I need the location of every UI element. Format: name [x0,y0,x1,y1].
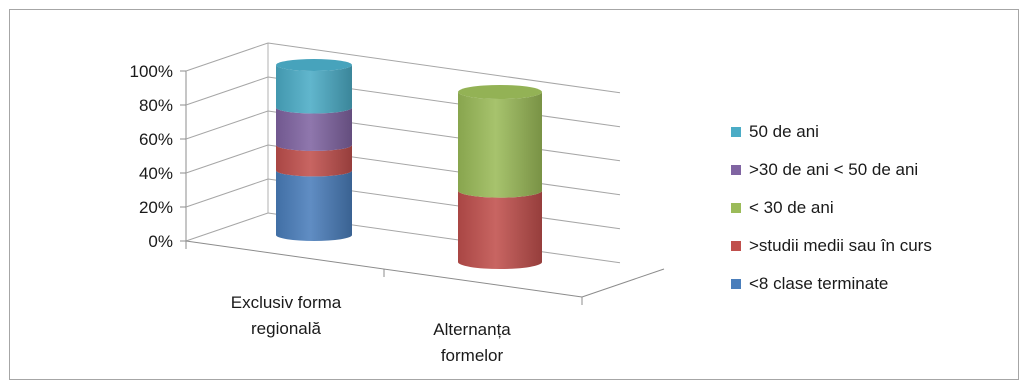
chart-frame: 0% 20% 40% 60% 80% 100% Exclusiv forma regional… [9,9,1019,380]
bars [276,59,542,269]
legend-label: >studii medii sau în curs [749,236,932,255]
gridline-side [185,212,269,242]
stacked-cylinder-chart: 0% 20% 40% 60% 80% 100% Exclusiv forma regional… [130,42,932,365]
bar-segment [276,144,352,177]
bar-segment [276,65,352,114]
legend-label: <8 clase terminate [749,274,888,293]
legend-label: >30 de ani < 50 de ani [749,160,918,179]
bar-segment [276,170,352,241]
legend-label: < 30 de ani [749,198,834,217]
y-tick-label: 100% [130,62,173,81]
gridline-side [185,144,269,174]
legend-label: 50 de ani [749,122,819,141]
gridline-side [185,76,269,106]
gridline-side [185,110,269,140]
y-tick-label: 40% [139,164,173,183]
gridline-side [185,178,269,208]
legend-swatch [731,127,741,137]
gridline-side [185,42,269,72]
bar-top [458,85,542,99]
category-label: Alternanța [433,320,511,339]
gridline-back [267,42,621,94]
bar-segment [276,107,352,151]
legend-swatch [731,203,741,213]
legend-swatch [731,241,741,251]
bar-segment [458,92,542,198]
category-label: formelor [441,346,504,365]
y-tick-label: 20% [139,198,173,217]
y-tick-label: 0% [148,232,173,251]
grid [180,42,665,305]
bar-top [276,59,352,71]
legend-swatch [731,165,741,175]
legend-swatch [731,279,741,289]
category-label: regională [251,319,321,338]
bar-segment [458,190,542,269]
y-tick-label: 80% [139,96,173,115]
y-tick-label: 60% [139,130,173,149]
category-label: Exclusiv forma [231,293,342,312]
legend: 50 de ani >30 de ani < 50 de ani < 30 de a… [731,122,932,293]
